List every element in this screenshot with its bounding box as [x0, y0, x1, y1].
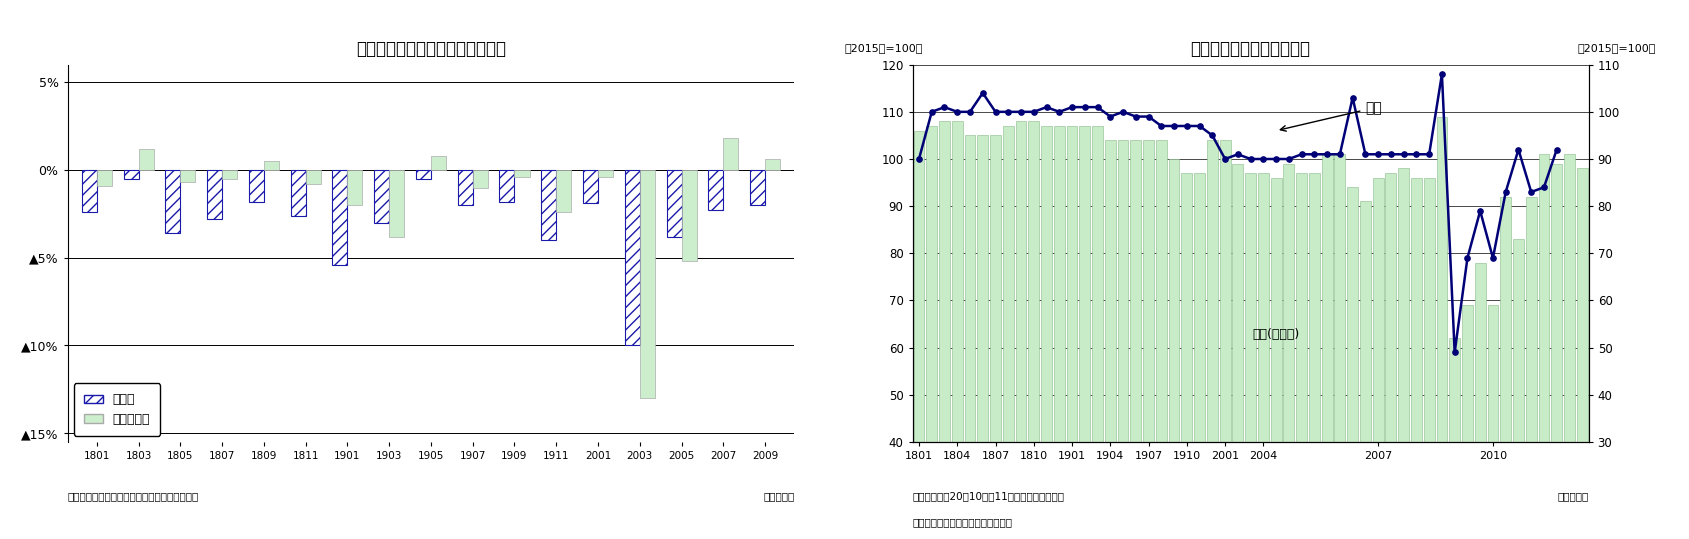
Bar	[1500, 197, 1510, 539]
Bar	[181, 170, 196, 182]
Bar	[1040, 126, 1051, 539]
Bar	[926, 126, 937, 539]
Bar	[96, 170, 111, 186]
Bar	[1219, 140, 1230, 539]
Bar	[1525, 197, 1535, 539]
Bar	[1015, 121, 1025, 539]
Bar	[939, 121, 949, 539]
Bar	[1295, 173, 1306, 539]
Bar	[951, 121, 963, 539]
Bar	[1537, 154, 1549, 539]
Bar	[1474, 263, 1485, 539]
Bar	[166, 170, 181, 233]
Bar	[1334, 154, 1344, 539]
Bar	[1231, 164, 1243, 539]
Bar	[914, 131, 924, 539]
Bar	[1397, 169, 1409, 539]
Text: （年・月）: （年・月）	[1557, 491, 1588, 501]
Bar	[1360, 202, 1370, 539]
Text: （2015年=100）: （2015年=100）	[1578, 43, 1655, 53]
Bar	[708, 170, 723, 210]
Bar	[964, 135, 975, 539]
Bar	[431, 156, 446, 170]
Bar	[1027, 121, 1039, 539]
Bar	[1346, 188, 1358, 539]
Bar	[138, 149, 154, 170]
Bar	[1422, 178, 1434, 539]
Bar	[1194, 173, 1204, 539]
Title: 最近の実現率、予測修正率の推移: 最近の実現率、予測修正率の推移	[356, 39, 505, 58]
Bar	[263, 161, 279, 170]
Bar	[1576, 169, 1586, 539]
Bar	[1486, 305, 1498, 539]
Bar	[415, 170, 431, 179]
Bar	[556, 170, 571, 212]
Bar	[1282, 164, 1294, 539]
Bar	[765, 160, 780, 170]
Bar	[1142, 140, 1154, 539]
Bar	[976, 135, 988, 539]
Text: 生産: 生産	[1280, 101, 1382, 131]
Bar	[388, 170, 404, 237]
Bar	[750, 170, 765, 205]
Bar	[1169, 159, 1179, 539]
Title: 輸送機械の生産、在庫動向: 輸送機械の生産、在庫動向	[1189, 39, 1311, 58]
Bar	[1116, 140, 1128, 539]
Bar	[540, 170, 556, 240]
Bar	[625, 170, 640, 345]
Bar	[221, 170, 236, 179]
Bar	[248, 170, 263, 202]
Bar	[1105, 140, 1115, 539]
Bar	[1257, 173, 1268, 539]
Bar	[1321, 154, 1331, 539]
Bar	[1371, 178, 1383, 539]
Bar	[1130, 140, 1140, 539]
Text: （2015年=100）: （2015年=100）	[844, 43, 922, 53]
Bar	[1449, 338, 1459, 539]
Bar	[513, 170, 529, 177]
Bar	[990, 135, 1000, 539]
Bar	[473, 170, 488, 188]
Bar	[291, 170, 306, 216]
Bar	[1512, 239, 1523, 539]
Bar	[1410, 178, 1420, 539]
Bar	[1155, 140, 1165, 539]
Bar	[1066, 126, 1078, 539]
Bar	[348, 170, 361, 205]
Bar	[1309, 173, 1319, 539]
Bar	[1562, 154, 1574, 539]
Bar	[598, 170, 613, 177]
Bar	[333, 170, 348, 265]
Bar	[1436, 116, 1446, 539]
Text: （資料）経済産業省「製造工業生産予測指数」: （資料）経済産業省「製造工業生産予測指数」	[68, 491, 199, 501]
Bar	[306, 170, 321, 184]
Bar	[640, 170, 654, 398]
Bar	[665, 170, 681, 237]
Bar	[1181, 173, 1191, 539]
Bar	[1002, 126, 1013, 539]
Legend: 実現率, 予測修正率: 実現率, 予測修正率	[74, 383, 160, 436]
Bar	[123, 170, 138, 179]
Bar	[1079, 126, 1089, 539]
Bar	[1461, 305, 1473, 539]
Bar	[1270, 178, 1280, 539]
Bar	[458, 170, 473, 205]
Bar	[1245, 173, 1255, 539]
Text: （年・月）: （年・月）	[763, 491, 794, 501]
Bar	[1385, 173, 1395, 539]
Text: （注）生産の20年10月、11月は予測指数で延長: （注）生産の20年10月、11月は予測指数で延長	[912, 491, 1064, 501]
Bar	[1551, 164, 1561, 539]
Bar	[723, 139, 738, 170]
Bar	[583, 170, 598, 203]
Text: 在庫(右目盛): 在庫(右目盛)	[1252, 328, 1299, 341]
Bar	[1206, 140, 1218, 539]
Bar	[81, 170, 96, 212]
Bar	[373, 170, 388, 223]
Bar	[500, 170, 513, 202]
Bar	[1054, 126, 1064, 539]
Text: （資料）経済産業省「鉱工業指数」: （資料）経済産業省「鉱工業指数」	[912, 517, 1012, 528]
Bar	[1091, 126, 1103, 539]
Bar	[208, 170, 221, 219]
Bar	[681, 170, 696, 261]
